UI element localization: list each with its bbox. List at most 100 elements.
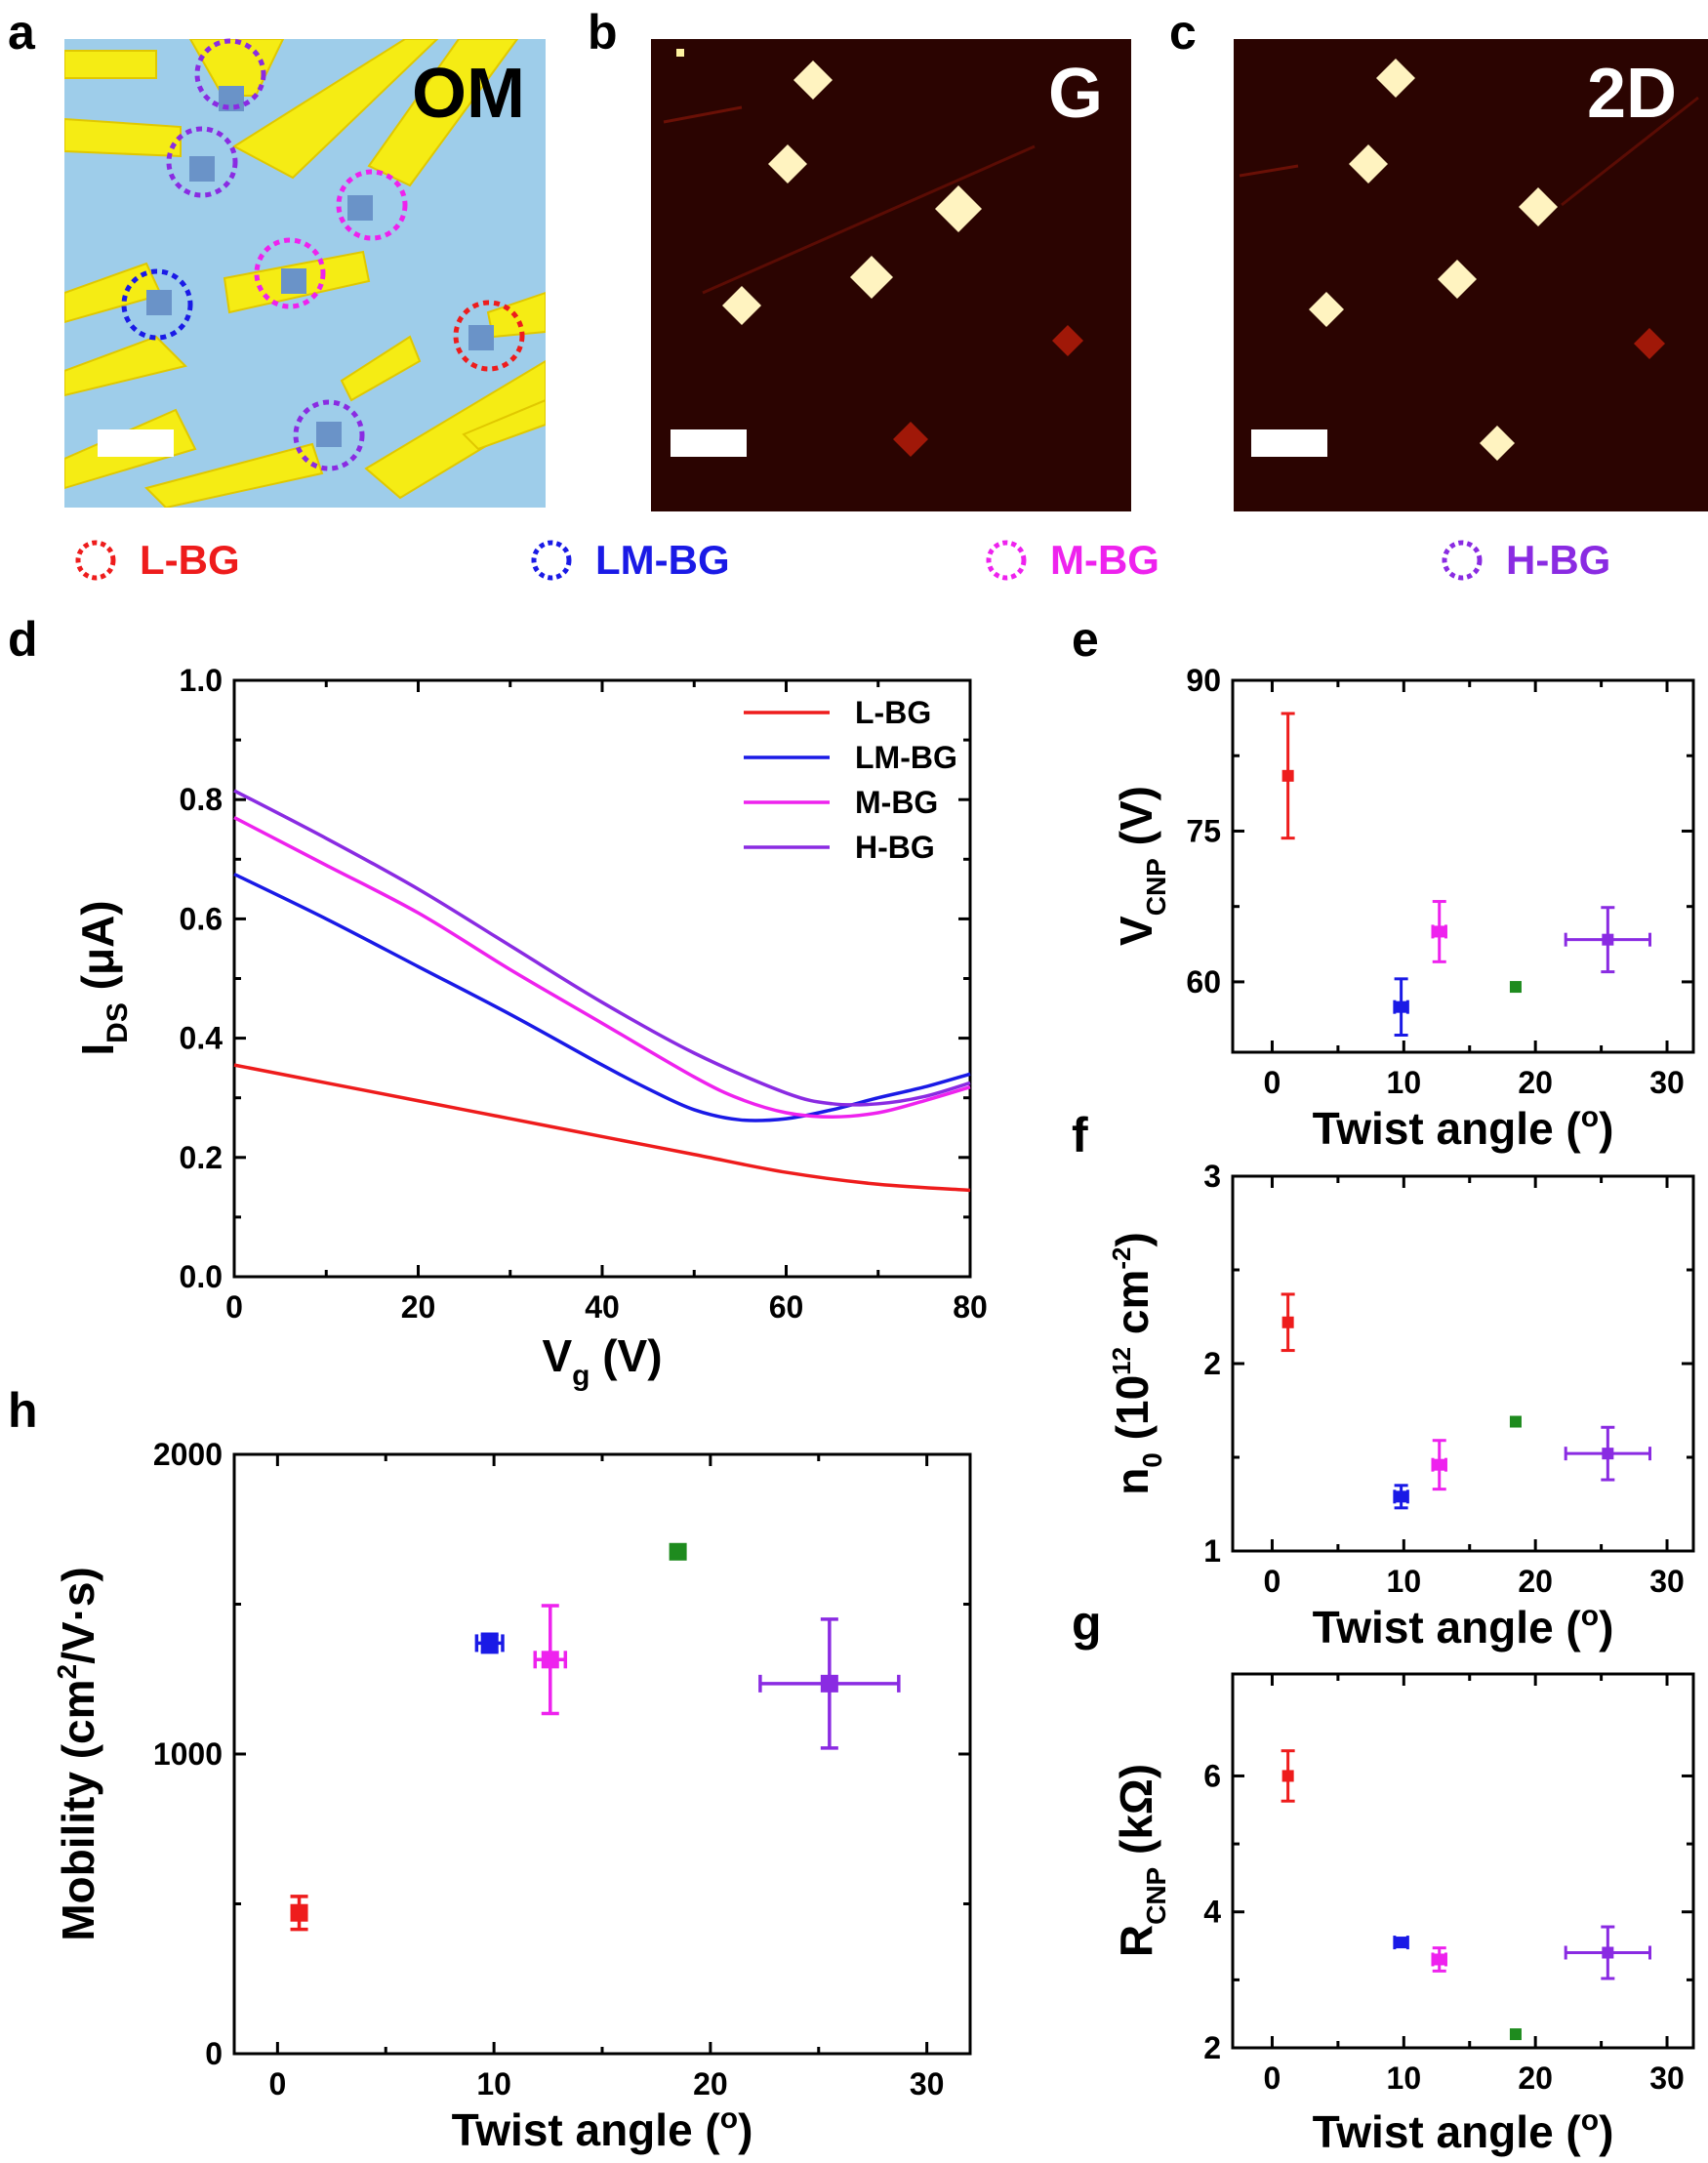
data-point-h-bg [1602,933,1614,946]
chart-f-xlabel: Twist angle (o) [1313,1600,1614,1653]
legend-label-m-bg: M-BG [855,785,938,820]
y-tick-label: 2 [1203,1346,1221,1381]
x-tick-label: 0 [225,1289,243,1325]
chart-e-xlabel: Twist angle (o) [1313,1101,1614,1154]
y-tick-label: 1000 [153,1736,223,1772]
y-tick-label: 0.4 [180,1021,224,1056]
y-tick-label: 0.6 [180,901,223,936]
category-l-bg: L-BG [140,537,240,583]
chart-g: 0 10 20 30 2 4 6 Twist angle (o) RCNP (kΩ) [1111,1672,1695,2157]
category-lm-bg: LM-BG [595,537,730,583]
chart-h-ylabel: Mobility (cm2/V·s) [52,1567,103,1941]
data-point-l-bg [1281,1316,1294,1328]
optical-micrograph: OM [64,38,546,508]
legend-label-lm-bg: LM-BG [855,740,957,775]
data-point-m-bg [1433,1953,1445,1966]
data-point-reference [1509,2028,1522,2041]
image-b-label: G [1048,55,1103,133]
x-tick-label: 0 [268,2066,286,2102]
x-tick-label: 30 [1649,1564,1685,1599]
y-tick-label: 3 [1203,1159,1221,1194]
panel-label-c: c [1169,5,1197,60]
x-tick-label: 40 [585,1289,620,1325]
x-tick-label: 60 [769,1289,804,1325]
data-point-h-bg [820,1674,838,1693]
raman-2d-map: 2D [1234,39,1708,511]
data-point-l-bg [1281,1770,1294,1782]
x-tick-label: 30 [1649,1065,1685,1100]
panel-label-f: f [1072,1108,1088,1163]
x-tick-label: 10 [1387,2061,1422,2096]
chart-g-xlabel: Twist angle (o) [1313,2104,1614,2157]
raman-g-map: G [651,39,1131,511]
panel-label-g: g [1072,1596,1102,1651]
data-point-lm-bg [480,1634,499,1653]
x-tick-label: 20 [1518,2061,1553,2096]
y-tick-label: 90 [1186,663,1221,698]
x-tick-label: 20 [401,1289,436,1325]
chart-e-ylabel: VCNP (V) [1111,786,1171,946]
chart-g-frame [1231,1672,1695,2050]
y-tick-label: 75 [1186,813,1221,848]
y-tick-label: 2 [1203,2030,1221,2065]
category-h-bg: H-BG [1506,537,1610,583]
panel-label-b: b [588,5,618,60]
data-point-m-bg [1433,1458,1445,1471]
y-tick-label: 0.8 [180,782,223,817]
data-point-reference [669,1542,687,1561]
x-tick-label: 10 [1387,1065,1422,1100]
data-point-lm-bg [1395,1000,1407,1013]
category-m-bg: M-BG [1050,537,1159,583]
y-tick-label: 2000 [153,1437,223,1472]
x-tick-label: 80 [953,1289,988,1325]
x-tick-label: 0 [1264,1065,1281,1100]
x-tick-label: 0 [1264,2061,1281,2096]
data-point-m-bg [541,1651,559,1669]
y-tick-label: 0 [205,2036,223,2071]
chart-d-xlabel: Vg (V) [542,1330,662,1392]
chart-g-ylabel: RCNP (kΩ) [1111,1764,1171,1957]
chart-d-ylabel: IDS (μA) [72,900,134,1055]
series-line-h-bg [233,789,971,1107]
chart-h: 0 10 20 30 0 1000 2000 Twist angle (o) Mobilit… [52,1437,972,2155]
series-line-l-bg [233,1063,971,1193]
x-tick-label: 30 [910,2066,945,2102]
y-tick-label: 0.2 [180,1140,223,1175]
panel-label-h: h [8,1383,38,1438]
panel-label-e: e [1072,612,1099,667]
x-tick-label: 10 [476,2066,511,2102]
panel-label-a: a [8,5,36,60]
y-tick-label: 60 [1186,964,1221,1000]
x-tick-label: 20 [1518,1065,1553,1100]
chart-f: 0 10 20 30 1 2 3 Twist angle (o) n0 (1012 cm-2… [1107,1159,1695,1653]
y-tick-label: 6 [1203,1758,1221,1793]
y-tick-label: 0.0 [180,1259,223,1294]
y-tick-label: 4 [1203,1895,1221,1930]
h-bg-marker-icon [1442,540,1483,581]
legend-label-l-bg: L-BG [855,695,931,730]
image-a-label: OM [412,55,525,133]
chart-f-ylabel: n0 (1012 cm-2) [1107,1232,1167,1495]
legend-label-h-bg: H-BG [855,830,935,865]
panel-label-d: d [8,612,38,667]
data-point-reference [1509,1415,1522,1428]
data-point-lm-bg [1395,1490,1407,1503]
chart-h-frame [232,1452,972,2056]
data-point-l-bg [1281,769,1294,782]
x-tick-label: 10 [1387,1564,1422,1599]
data-point-lm-bg [1395,1937,1407,1949]
x-tick-label: 30 [1649,2061,1685,2096]
l-bg-marker-icon [75,540,116,581]
series-line-lm-bg [233,873,971,1122]
data-point-l-bg [290,1903,308,1922]
m-bg-marker-icon [986,540,1027,581]
x-tick-label: 0 [1264,1564,1281,1599]
data-point-m-bg [1433,925,1445,938]
category-legend: L-BG LM-BG M-BG H-BG [75,537,1610,583]
chart-d: 0 20 40 60 80 0.0 0.2 0.4 0.6 0.8 1.0 L-BG LM-BG M-B… [72,663,988,1392]
lm-bg-marker-icon [531,540,572,581]
chart-f-frame [1231,1174,1695,1553]
chart-h-xlabel: Twist angle (o) [452,2102,753,2155]
x-tick-label: 20 [693,2066,728,2102]
